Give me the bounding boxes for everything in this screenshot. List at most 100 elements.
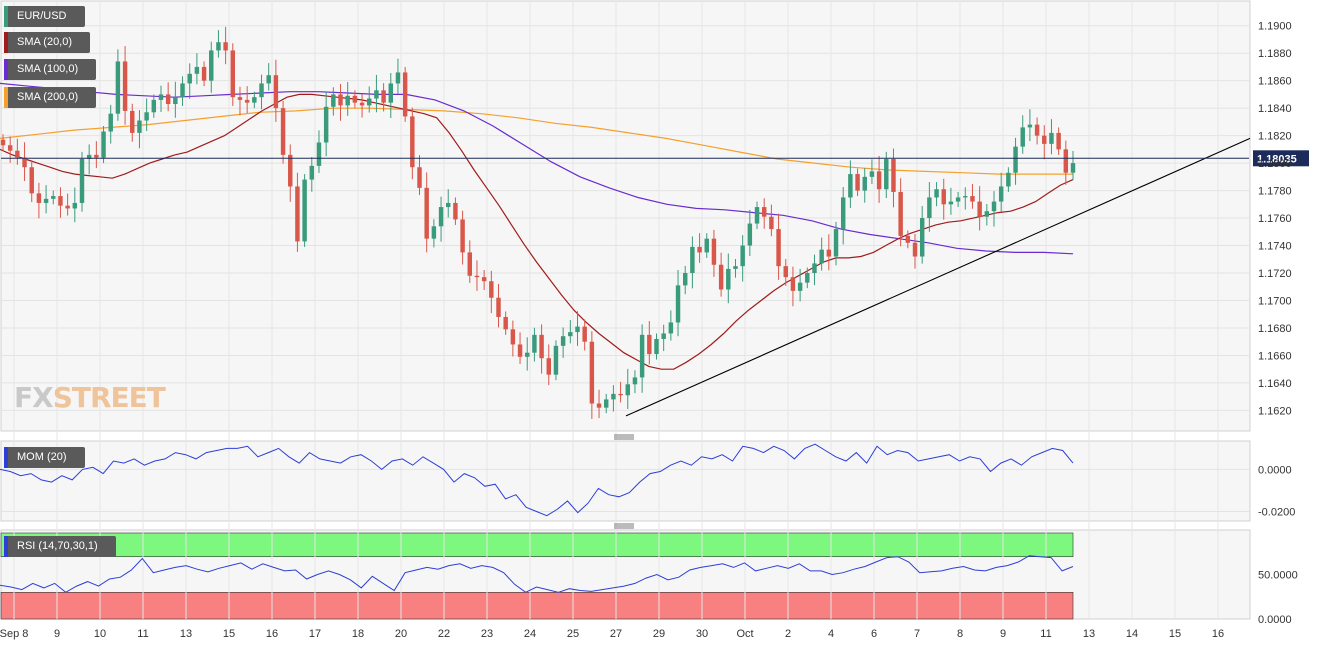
candle-body [589,341,595,404]
mom-resize-handle[interactable] [614,434,634,440]
mom-line [0,443,1074,517]
candle-body [517,344,523,357]
candle-body [927,197,932,219]
candle-body [690,246,695,274]
candle-body [826,249,832,257]
price-tick-label: 1.1900 [1258,21,1292,33]
candle-body [805,273,810,283]
candle-body [1063,149,1069,173]
overlay-lines: 1.18035 [1,137,1309,417]
candle-body [395,72,401,84]
candle-body [754,207,760,224]
price-tick-label: 1.1820 [1258,131,1292,143]
price-panel-bg [0,0,1251,432]
time-tick-label: 9 [54,628,60,640]
fxstreet-logo: FXSTREET [14,381,166,414]
time-tick-label: 14 [1126,628,1138,640]
candle-body [718,264,724,290]
sma100-tag[interactable]: SMA (100,0) [4,59,96,80]
sma200-label: SMA (200,0) [17,91,79,103]
candle-body [862,176,867,191]
candle-body [898,191,903,236]
rsi-tick-label: 0.0000 [1258,614,1292,626]
time-tick-label: 8 [957,628,963,640]
candle-body [1042,135,1047,144]
rsi-tag[interactable]: RSI (14,70,30,1) [4,536,116,557]
time-tick-label: 24 [524,628,536,640]
candle-body [639,334,645,378]
candle-body [963,196,968,198]
candle-body [539,334,544,359]
mom-tick-label: -0.0200 [1258,507,1295,519]
sma200-tag[interactable]: SMA (200,0) [4,87,96,108]
candle-body [776,229,781,267]
sma20-tag[interactable]: SMA (20,0) [4,32,90,53]
candle-body [230,50,236,98]
candle-body [711,238,717,265]
time-tick-label: 29 [653,628,665,640]
time-tick-label: 17 [309,628,321,640]
price-tick-label: 1.1620 [1258,405,1292,417]
mom-swatch [4,447,8,468]
candle-body [259,83,264,98]
candle-body [29,167,34,194]
candle-body [151,99,157,113]
candle-body [7,145,13,151]
time-tick-label: 15 [223,628,235,640]
candle-body [424,187,429,239]
current-price-badge [1253,150,1309,167]
candle-body [180,83,185,98]
candle-body [367,98,372,106]
candle-body [72,202,78,209]
rsi-zones [0,532,1074,620]
time-tick-label: 11 [137,628,148,640]
candle-body [747,223,753,246]
candle-body [453,202,458,220]
price-tick-label: 1.1640 [1258,378,1292,390]
candle-body [970,196,975,202]
candle-body [532,334,537,353]
candle-body [675,285,681,323]
rsi-swatch [4,536,8,557]
time-tick-label: 9 [1000,628,1006,640]
candle-body [812,263,817,274]
candle-body [244,99,250,103]
rsi-overbought-zone [0,532,1074,558]
price-tick-label: 1.1740 [1258,241,1292,253]
sma200-swatch [4,87,8,108]
support-trendline [625,137,1251,417]
candle-body [840,197,846,230]
time-tick-label: 10 [94,628,106,640]
candle-body [1070,163,1076,173]
time-tick-label: 25 [567,628,579,640]
candle-body [797,282,803,291]
candle-body [790,277,796,291]
candle-body [618,393,623,396]
candle-body [1020,127,1025,147]
candle-body [697,246,702,253]
candle-body [15,150,20,158]
mom-tag[interactable]: MOM (20) [4,447,85,468]
candle-body [1006,172,1011,187]
candle-body [489,281,494,298]
candle-body [984,211,990,217]
rsi-resize-handle[interactable] [614,523,634,529]
rsi-oversold-zone [0,591,1074,620]
candle-body [101,131,106,158]
time-tick-label: 22 [438,628,450,640]
candle-body [316,142,322,166]
sma100-label: SMA (100,0) [17,63,79,75]
candle-body [948,201,954,205]
time-tick-label: Sep 8 [0,628,28,640]
current-price-label: 1.18035 [1257,153,1297,165]
symbol-tag[interactable]: EUR/USD [4,6,85,27]
rsi-label: RSI (14,70,30,1) [17,540,98,552]
candle-body [912,242,918,257]
candle-body [252,97,257,103]
candle-body [79,158,85,203]
symbol-label: EUR/USD [17,10,67,22]
candle-body [58,196,63,206]
candle-body [108,113,113,132]
candle-body [130,110,135,133]
candle-body [546,358,551,375]
